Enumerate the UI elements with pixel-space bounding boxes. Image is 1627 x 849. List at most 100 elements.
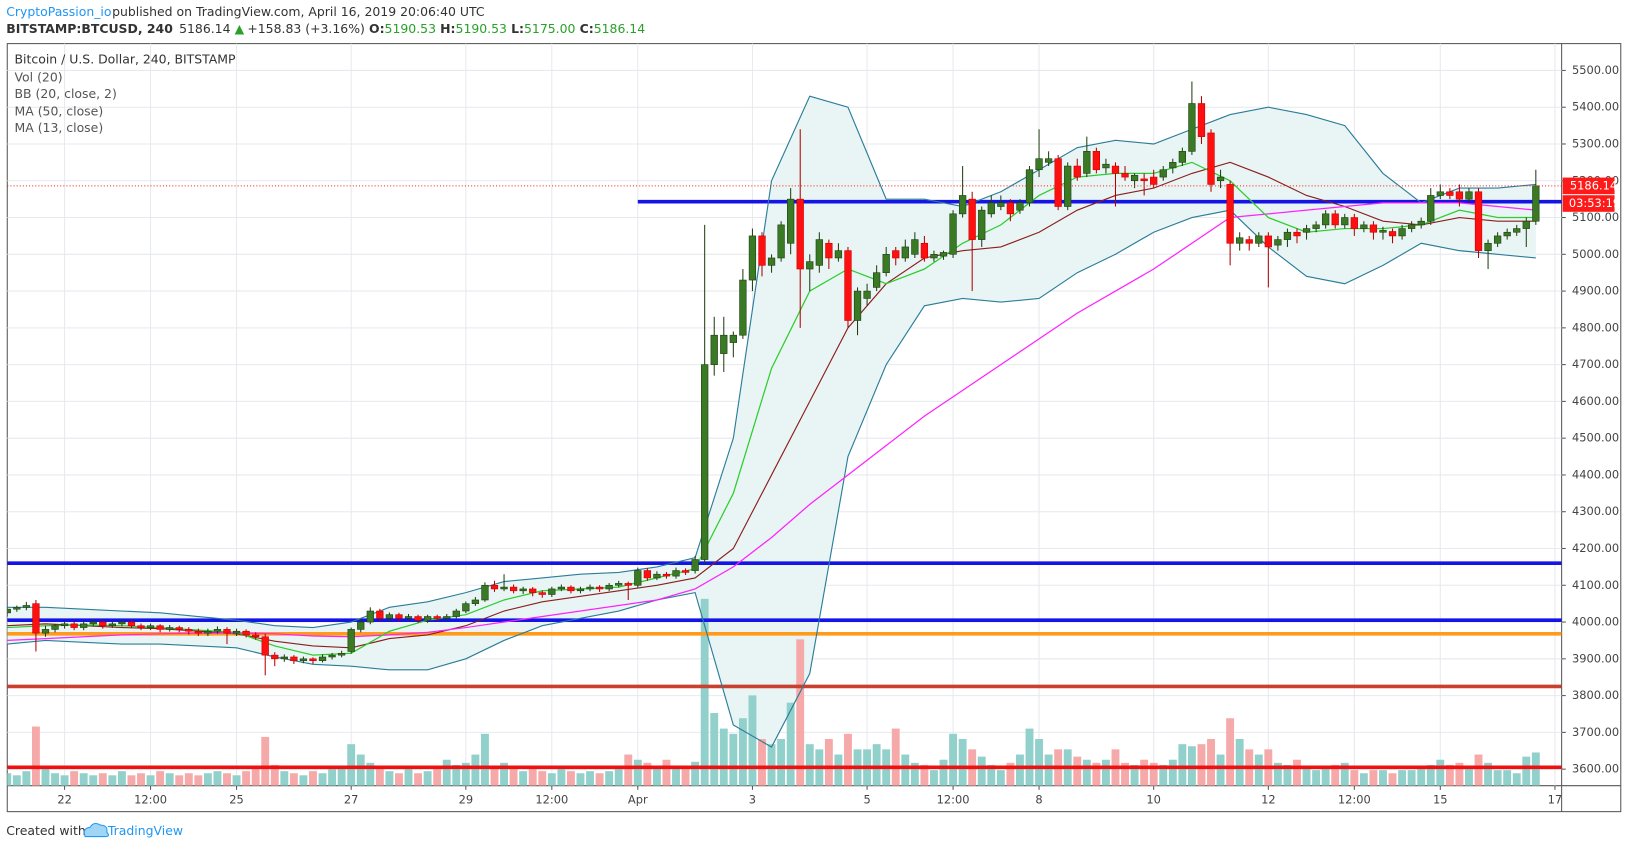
volume-bar [184,773,193,786]
candle-body [404,616,413,619]
volume-bar [1493,770,1502,786]
volume-bar [1407,770,1416,786]
volume-bar [528,769,537,786]
candle-body [911,239,919,255]
volume-bar [805,744,814,786]
volume-bar [538,771,547,786]
tradingview-logo [83,822,110,838]
candle-body [242,630,250,636]
candle-body [1226,184,1234,244]
candle-body [1493,235,1502,244]
volume-bar [1035,738,1043,786]
countdown-box [1562,195,1615,212]
volume-bar [738,718,747,786]
volume-bar [1073,756,1082,786]
volume-bar [681,769,690,786]
volume-bar [910,762,919,786]
candle-body [60,623,69,627]
volume-bar [1159,764,1168,786]
y-tick-label: 4600.00 [1572,394,1619,408]
author[interactable]: CryptoPassion_io [6,4,111,19]
volume-bar [958,738,967,786]
candle-body [175,627,183,630]
y-tick-label: 4100.00 [1572,578,1619,592]
candle-body [815,239,823,266]
candle-body [681,570,690,573]
candle-body [99,621,107,627]
volume-bar [1254,754,1263,786]
y-tick-label: 4400.00 [1572,467,1619,481]
candle-body [185,629,193,632]
volume-bar [1293,759,1301,786]
countdown-label: 03:53:19 [1569,196,1620,210]
volume-bar [1178,744,1187,786]
volume-bar [137,773,145,786]
volume-bar [519,771,528,786]
candle-body [729,334,737,343]
c-value: 5186.14 [594,21,646,36]
y-tick-label: 5400.00 [1572,100,1619,114]
volume-bar [987,764,996,786]
volume-bar [920,764,929,786]
candle-body [338,652,346,656]
volume-bar [1321,767,1330,786]
volume-bar [108,775,117,786]
candle-body [1379,230,1387,233]
footer-brand[interactable]: TradingView [107,823,183,838]
candle-body [41,629,50,634]
candle-body [481,584,489,601]
y-tick-label: 5000.00 [1572,247,1619,261]
candle-body [118,621,126,625]
candle-body [500,586,508,590]
legend-bb: BB (20, close, 2) [15,86,117,101]
volume-bar [117,771,126,786]
candle-body [204,630,212,634]
volume-bar [471,754,480,786]
published: published on TradingView.com, April 16, … [112,4,485,19]
candle-body [1245,239,1253,244]
y-tick-label: 3700.00 [1572,725,1619,739]
volume-bar [51,773,59,786]
y-tick-label: 4200.00 [1572,541,1619,555]
candle-body [1312,224,1320,229]
volume-bar [1436,759,1445,786]
volume-bar [939,759,948,786]
volume-bar [1226,718,1235,786]
candle-body [958,195,967,215]
candle-body [509,586,518,592]
candle-body [892,250,900,259]
legend: Bitcoin / U.S. Dollar, 240, BITSTAMP Vol… [15,52,237,136]
candle-body [32,603,40,634]
y-tick-label: 4800.00 [1572,320,1619,334]
volume-bar [337,767,346,786]
candle-body [1302,228,1311,233]
candle-body [328,654,336,658]
volume-bar [356,754,365,786]
candle-body [787,198,795,244]
candle-body [156,625,164,630]
candle-body [1130,174,1139,182]
candle-body [452,610,460,617]
volume-bar [442,759,451,786]
legend-ma: MA (13, close) [15,120,104,135]
candle-body [137,625,145,628]
candle-body [1388,231,1397,237]
candle-body [252,634,260,638]
candle-body [127,621,136,627]
volume-bar [614,769,623,786]
volume-bar [509,769,518,786]
y-tick-label: 4500.00 [1572,431,1619,445]
candle-body [1207,132,1215,185]
volume-bar [280,771,289,786]
candle-body [834,250,843,259]
y-tick-label: 4300.00 [1572,504,1619,518]
candle-body [70,623,78,628]
candle-body [1322,213,1330,226]
volume-bar [1006,762,1015,786]
volume-bar [576,773,585,786]
volume-bar [1369,770,1378,786]
volume-bar [175,775,184,786]
volume-bar [586,771,594,786]
last-price-label: 5186.14 [1570,178,1617,192]
candle-body [739,279,747,336]
